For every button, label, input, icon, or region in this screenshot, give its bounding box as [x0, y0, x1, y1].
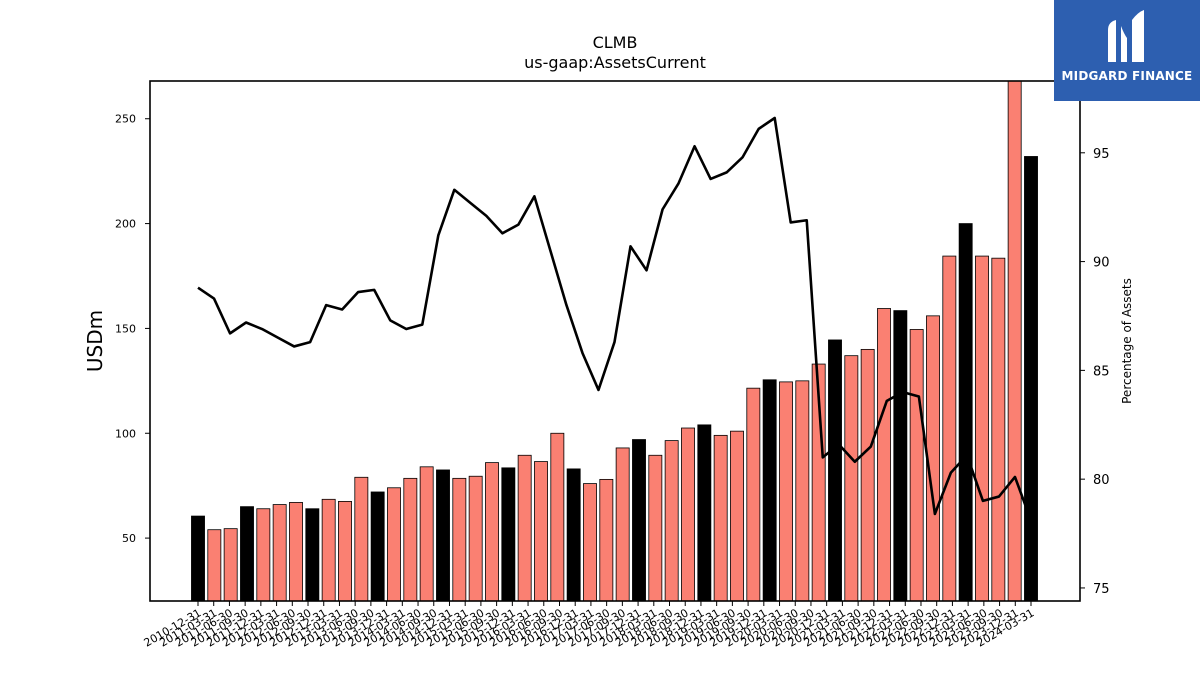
bar — [566, 468, 581, 602]
y2-axis-label: Percentage of Assets — [1120, 278, 1134, 404]
brand-logo: MIDGARD FINANCE — [1054, 0, 1200, 101]
bar — [991, 257, 1006, 602]
bar — [1024, 156, 1038, 602]
bar — [713, 434, 728, 602]
bar — [223, 528, 238, 602]
logo-text: MIDGARD FINANCE — [1061, 69, 1193, 83]
bar — [321, 498, 336, 602]
bar — [305, 508, 320, 602]
bar — [191, 515, 205, 602]
bar — [1007, 80, 1022, 602]
y-tick-label: 250 — [115, 113, 136, 126]
line-group — [197, 116, 1033, 521]
y-axis-label: USDm — [83, 310, 107, 372]
bar — [468, 475, 483, 602]
bar — [452, 477, 467, 602]
bar — [501, 467, 516, 602]
chart-subtitle: us-gaap:AssetsCurrent — [524, 53, 706, 72]
y-axis-ticks: 50 100 150 200 250 — [115, 113, 150, 545]
bar — [648, 454, 663, 602]
bar — [485, 462, 499, 602]
bar — [730, 430, 744, 602]
bar — [632, 439, 646, 602]
bar — [370, 491, 385, 602]
y2-tick-label: 80 — [1093, 473, 1110, 488]
x-axis-ticks: 2010-12-312011-03-312011-06-302011-09-30… — [142, 601, 1037, 650]
y2-axis-ticks: 75 80 85 90 95 — [1080, 147, 1110, 597]
bar — [746, 387, 761, 602]
bar — [828, 339, 842, 602]
y-tick-label: 150 — [115, 322, 136, 335]
line-series — [197, 116, 1033, 521]
bar — [795, 380, 810, 602]
bar — [240, 506, 254, 602]
bar — [762, 379, 777, 602]
y-tick-label: 100 — [115, 427, 136, 440]
bar — [207, 529, 222, 602]
bar — [419, 466, 434, 602]
bar — [942, 255, 957, 602]
bar — [958, 223, 973, 602]
bar — [664, 440, 679, 602]
bar — [517, 454, 532, 602]
bar — [534, 461, 548, 602]
y2-tick-label: 90 — [1093, 256, 1110, 271]
bar — [615, 447, 630, 602]
y2-tick-label: 85 — [1093, 364, 1110, 379]
y-tick-label: 50 — [122, 532, 136, 545]
bar — [436, 469, 450, 602]
y-tick-label: 200 — [115, 218, 136, 231]
bar — [583, 483, 597, 602]
bar — [877, 308, 891, 602]
y2-tick-label: 75 — [1093, 582, 1110, 597]
bar — [272, 504, 287, 602]
logo-mark-icon — [1108, 10, 1144, 62]
bar — [779, 381, 793, 602]
plot-frame — [149, 80, 1081, 602]
bar — [403, 477, 418, 602]
bar — [387, 487, 401, 602]
chart-title: CLMB — [593, 33, 638, 52]
bar — [893, 310, 908, 602]
bar — [354, 476, 369, 602]
bar — [289, 502, 303, 602]
bar — [338, 500, 352, 602]
bar — [256, 508, 271, 602]
bar — [860, 348, 875, 602]
bar — [697, 424, 712, 602]
y2-tick-label: 95 — [1093, 147, 1110, 162]
bar — [975, 255, 989, 602]
bar — [550, 432, 565, 602]
bar — [599, 478, 614, 602]
bar — [681, 427, 695, 602]
bar — [844, 355, 859, 602]
bar — [909, 329, 924, 602]
